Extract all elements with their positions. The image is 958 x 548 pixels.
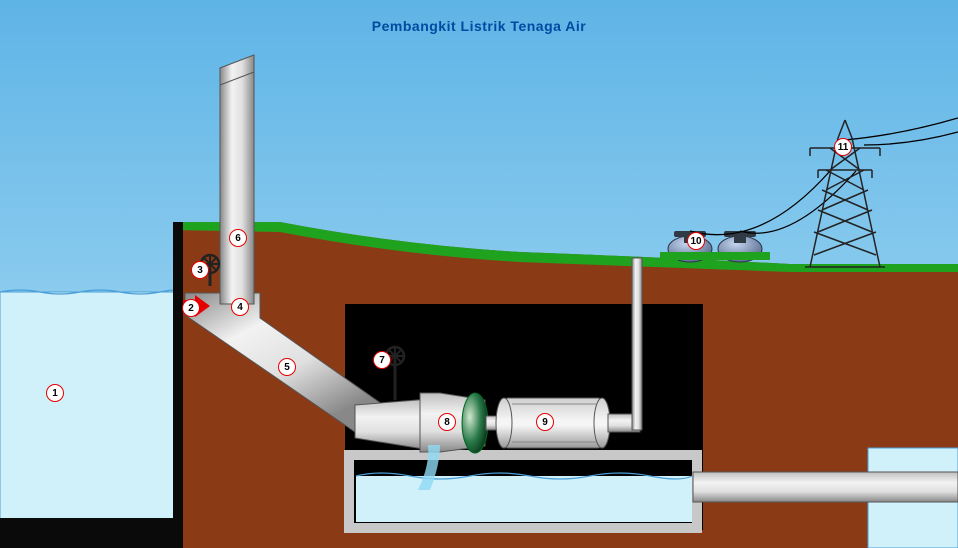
marker-10: 10 [687,232,705,250]
generator-cap-l [496,398,512,448]
diagram-title: Pembangkit Listrik Tenaga Air [372,18,586,34]
marker-6: 6 [229,229,247,247]
marker-5: 5 [278,358,296,376]
marker-9: 9 [536,413,554,431]
outlet-pipe [693,472,958,502]
marker-2: 2 [182,299,200,317]
marker-4: 4 [231,298,249,316]
dam-wall [173,222,183,548]
diagram-svg [0,0,958,548]
marker-3: 3 [191,261,209,279]
turbine-disc [462,393,488,453]
marker-11: 11 [834,138,852,156]
marker-8: 8 [438,413,456,431]
pit-water [356,476,692,522]
riser-pipe [632,258,642,430]
reservoir-water [0,292,175,548]
marker-7: 7 [373,351,391,369]
marker-1: 1 [46,384,64,402]
surge-tank [220,68,254,304]
dam-floor [0,518,183,548]
transformer-pad [660,252,770,260]
